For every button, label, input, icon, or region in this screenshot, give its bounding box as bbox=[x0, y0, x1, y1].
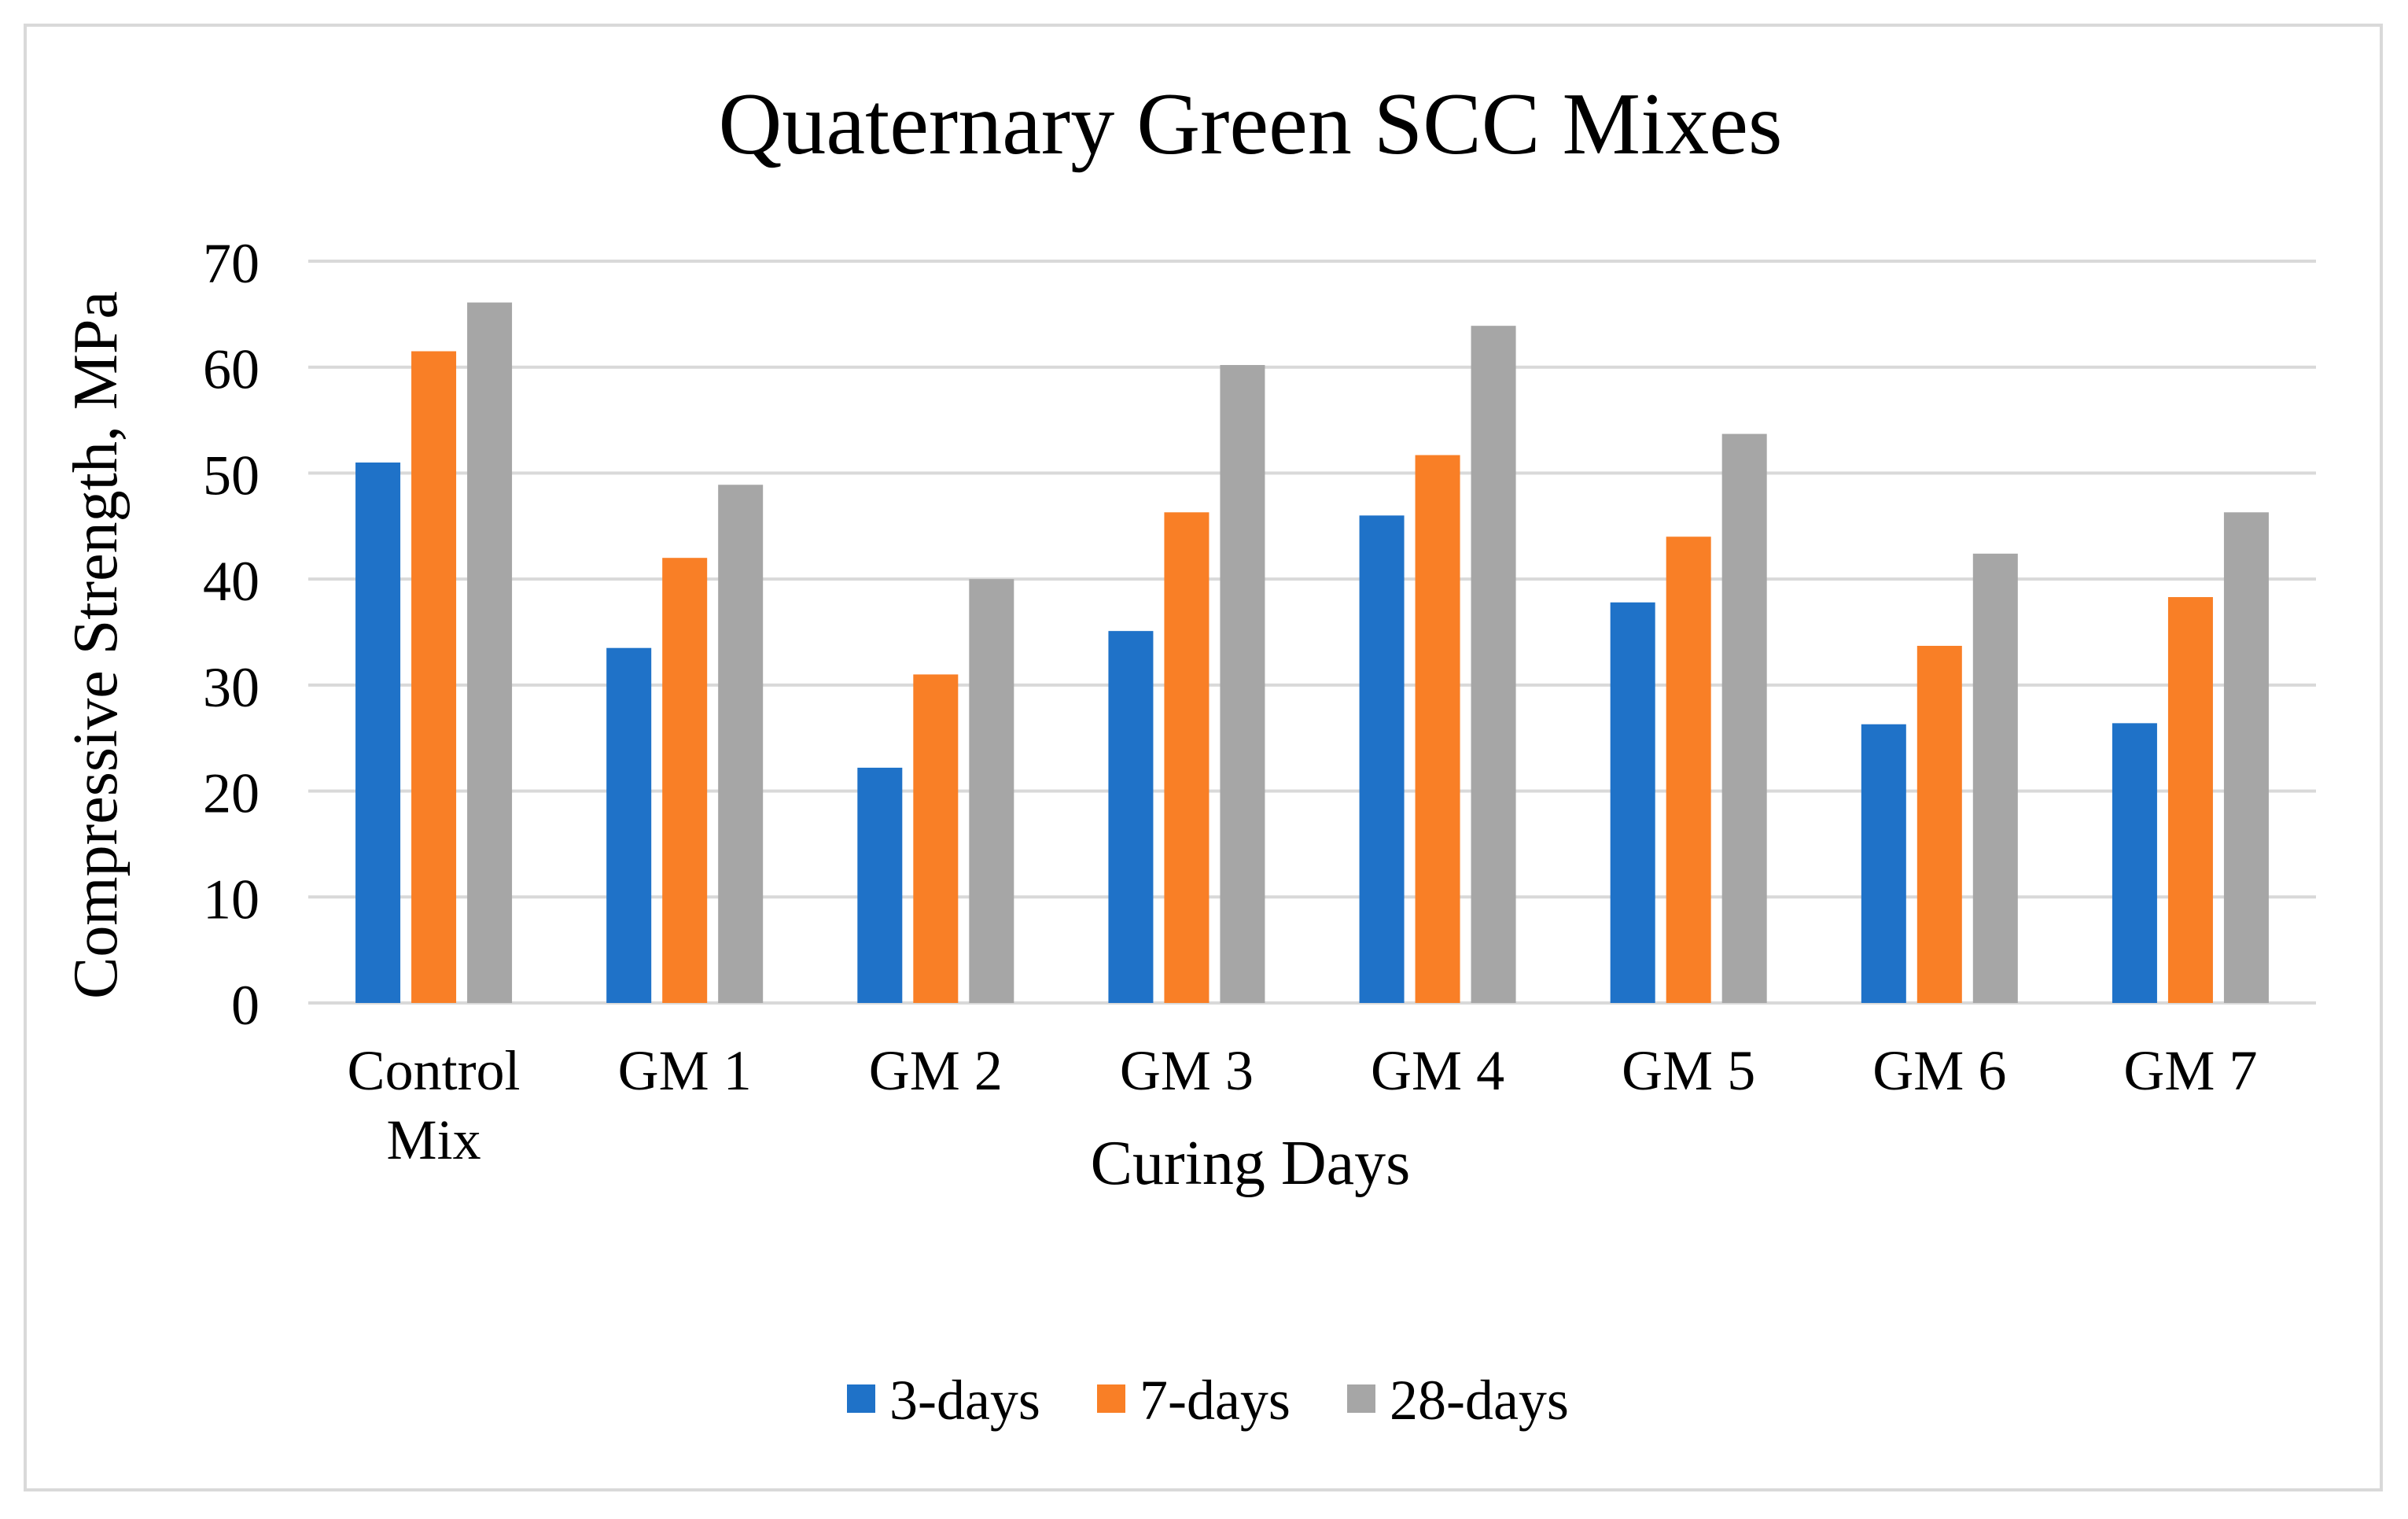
legend: 3-days 7-days 28-days bbox=[847, 1369, 1569, 1432]
y-tick-label: 20 bbox=[203, 762, 260, 825]
bar-28-days-gm-3 bbox=[1220, 365, 1265, 1003]
x-tick-label: GM 4 bbox=[1371, 1039, 1504, 1102]
bar-3-days-gm-7 bbox=[2112, 723, 2157, 1003]
bar-3-days-gm-2 bbox=[857, 767, 903, 1003]
x-tick-label: Mix bbox=[387, 1108, 481, 1171]
bar-7-days-gm-6 bbox=[1916, 646, 1962, 1003]
legend-swatch-7-days bbox=[1097, 1384, 1125, 1413]
bar-7-days-gm-7 bbox=[2167, 597, 2213, 1003]
bar-3-days-gm-4 bbox=[1359, 515, 1405, 1003]
bar-28-days-gm-7 bbox=[2223, 512, 2269, 1003]
bar-series bbox=[355, 302, 2269, 1003]
legend-swatch-3-days bbox=[847, 1384, 875, 1413]
y-tick-label: 0 bbox=[231, 974, 260, 1037]
y-tick-label: 10 bbox=[203, 868, 260, 931]
bar-7-days-gm-1 bbox=[662, 558, 708, 1003]
legend-label-7-days: 7-days bbox=[1140, 1369, 1291, 1432]
bar-7-days-gm-3 bbox=[1164, 512, 1210, 1003]
bar-28-days-gm-5 bbox=[1721, 433, 1767, 1003]
y-tick-label: 40 bbox=[203, 550, 260, 613]
x-tick-label: GM 7 bbox=[2123, 1039, 2257, 1102]
y-axis-label: Compressive Strength, MPa bbox=[61, 291, 131, 999]
x-tick-label: Control bbox=[348, 1039, 521, 1102]
x-tick-label: GM 5 bbox=[1622, 1039, 1755, 1102]
bar-3-days-gm-6 bbox=[1861, 724, 1906, 1003]
bar-7-days-gm-5 bbox=[1666, 536, 1711, 1003]
bar-28-days-gm-6 bbox=[1972, 553, 2018, 1003]
bar-3-days-gm-5 bbox=[1610, 602, 1655, 1003]
chart-title: Quaternary Green SCC Mixes bbox=[718, 76, 1782, 173]
x-tick-label: GM 3 bbox=[1120, 1039, 1254, 1102]
x-tick-label: GM 6 bbox=[1872, 1039, 2006, 1102]
y-tick-label: 50 bbox=[203, 444, 260, 507]
bar-3-days-gm-3 bbox=[1108, 631, 1154, 1003]
bar-28-days-gm-2 bbox=[969, 579, 1014, 1003]
bar-28-days-gm-4 bbox=[1471, 326, 1516, 1003]
x-axis-label: Curing Days bbox=[1091, 1129, 1411, 1198]
x-tick-label: GM 1 bbox=[618, 1039, 752, 1102]
bar-28-days-control-mix bbox=[467, 302, 513, 1003]
y-tick-label: 60 bbox=[203, 338, 260, 401]
bar-7-days-gm-4 bbox=[1415, 455, 1460, 1003]
bar-28-days-gm-1 bbox=[718, 485, 764, 1003]
x-tick-label: GM 2 bbox=[869, 1039, 1003, 1102]
bar-7-days-control-mix bbox=[411, 351, 457, 1003]
bar-3-days-gm-1 bbox=[606, 647, 652, 1003]
legend-swatch-28-days bbox=[1347, 1384, 1375, 1413]
legend-label-28-days: 28-days bbox=[1390, 1369, 1569, 1432]
y-tick-label: 70 bbox=[203, 232, 260, 295]
legend-label-3-days: 3-days bbox=[889, 1369, 1040, 1432]
bar-7-days-gm-2 bbox=[913, 674, 959, 1003]
y-axis-ticks: 0 10 20 30 40 50 60 70 bbox=[203, 232, 260, 1037]
y-tick-label: 30 bbox=[203, 656, 260, 719]
bar-3-days-control-mix bbox=[355, 462, 401, 1003]
